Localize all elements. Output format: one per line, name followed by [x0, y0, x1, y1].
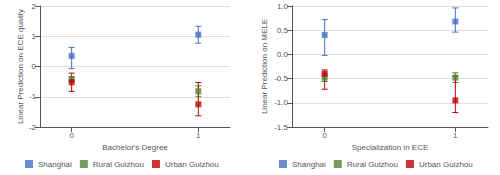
svg-text:1: 1 [196, 131, 201, 140]
svg-text:Shanghai: Shanghai [292, 160, 326, 169]
svg-text:0: 0 [32, 62, 37, 71]
svg-text:-2: -2 [29, 123, 37, 132]
svg-text:Urban Guizhou: Urban Guizhou [419, 160, 473, 169]
svg-text:0.5: 0.5 [277, 26, 289, 35]
svg-text:0: 0 [69, 131, 74, 140]
svg-text:1: 1 [453, 131, 458, 140]
svg-text:Specialization in ECE: Specialization in ECE [352, 143, 428, 152]
svg-text:-0.5: -0.5 [274, 74, 288, 83]
svg-text:Linear Prediction on ECE quali: Linear Prediction on ECE quality [16, 9, 25, 124]
svg-text:1.0: 1.0 [277, 2, 289, 11]
svg-text:1: 1 [32, 32, 37, 41]
svg-text:2: 2 [32, 2, 37, 11]
svg-text:0: 0 [322, 131, 327, 140]
svg-text:Urban Guizhou: Urban Guizhou [165, 160, 219, 169]
svg-text:Linear Prediction on MELE: Linear Prediction on MELE [260, 19, 269, 114]
svg-text:-1: -1 [29, 92, 37, 101]
svg-text:Shanghai: Shanghai [38, 160, 72, 169]
svg-text:Bachelor's Degree: Bachelor's Degree [102, 143, 168, 152]
svg-text:0.0: 0.0 [277, 50, 289, 59]
svg-text:-1.0: -1.0 [274, 98, 288, 107]
svg-text:Rural Guizhou: Rural Guizhou [347, 160, 398, 169]
svg-text:-1.5: -1.5 [274, 123, 288, 132]
svg-text:Rural Guizhou: Rural Guizhou [93, 160, 144, 169]
